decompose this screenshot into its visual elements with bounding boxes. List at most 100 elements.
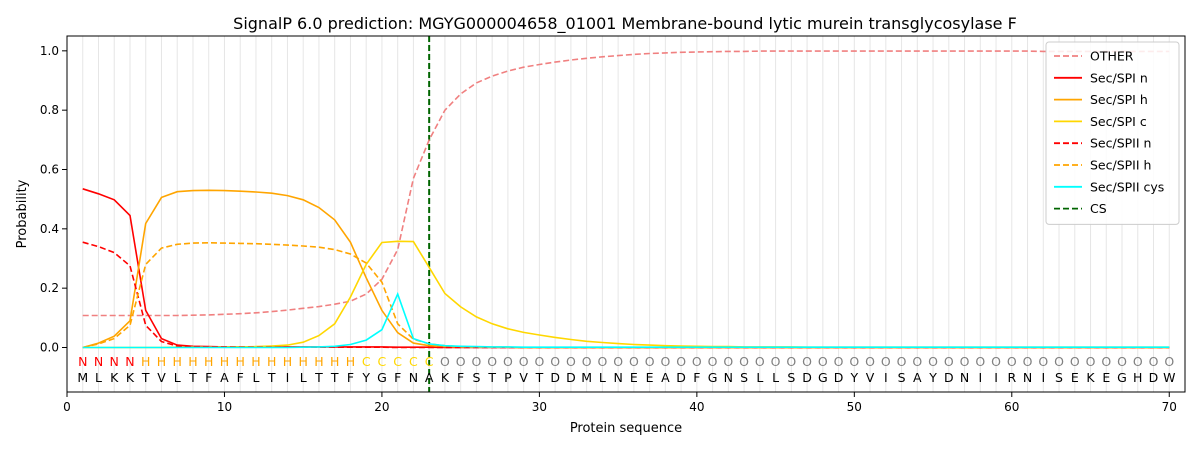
- legend-box: [1045, 41, 1180, 225]
- legend-entry: Sec/SPII n: [1090, 136, 1151, 151]
- region-label: O: [912, 354, 922, 369]
- region-label: O: [1038, 354, 1048, 369]
- residue-letter: I: [978, 370, 982, 385]
- region-label: H: [251, 354, 260, 369]
- y-tick-label: 0.2: [40, 281, 59, 295]
- residue-letter: D: [802, 370, 812, 385]
- region-label: O: [519, 354, 529, 369]
- series-line-sec-spii-n: [82, 241, 1170, 349]
- region-label: O: [928, 354, 938, 369]
- series-line-sec-spii-h: [82, 241, 1170, 349]
- residue-letter: P: [504, 370, 512, 385]
- y-tick-label: 0.8: [40, 103, 59, 117]
- legend-entry: Sec/SPII cys: [1090, 179, 1164, 194]
- region-label: C: [393, 354, 402, 369]
- region-label: H: [188, 354, 197, 369]
- residue-letter: K: [126, 370, 135, 385]
- x-tick-label: 40: [689, 400, 704, 414]
- region-label: O: [660, 354, 670, 369]
- residue-letter: D: [550, 370, 560, 385]
- region-label: O: [613, 354, 623, 369]
- region-label: O: [786, 354, 796, 369]
- region-label: H: [283, 354, 292, 369]
- region-label: O: [503, 354, 513, 369]
- region-label: O: [771, 354, 781, 369]
- residue-letter: T: [188, 370, 197, 385]
- residue-letter: A: [220, 370, 229, 385]
- residue-letter: V: [519, 370, 528, 385]
- residue-letter: F: [394, 370, 401, 385]
- series-line-sec-spi-n: [82, 188, 1170, 349]
- residue-letter: T: [330, 370, 339, 385]
- x-tick-label: 50: [847, 400, 862, 414]
- region-label: H: [330, 354, 339, 369]
- region-label: O: [550, 354, 560, 369]
- residue-letter: F: [347, 370, 354, 385]
- region-label: H: [220, 354, 229, 369]
- region-label: H: [314, 354, 323, 369]
- residue-letter: D: [566, 370, 576, 385]
- sequence-layer: NMNLNKNKHTHVHLHTHFHAHFHLHTHIHLHTHTHFCYCG…: [77, 354, 1175, 385]
- region-label: N: [110, 354, 119, 369]
- x-tick-label: 70: [1162, 400, 1177, 414]
- region-label: O: [944, 354, 954, 369]
- residue-letter: I: [286, 370, 290, 385]
- plot-frame: [66, 35, 1186, 393]
- legend-entry: Sec/SPII h: [1090, 158, 1151, 173]
- region-label: C: [425, 354, 434, 369]
- residue-letter: L: [300, 370, 307, 385]
- region-label: O: [881, 354, 891, 369]
- region-label: O: [440, 354, 450, 369]
- residue-letter: D: [1149, 370, 1159, 385]
- residue-letter: G: [708, 370, 718, 385]
- region-label: O: [1164, 354, 1174, 369]
- region-label: O: [566, 354, 576, 369]
- residue-letter: I: [994, 370, 998, 385]
- region-label: O: [739, 354, 749, 369]
- x-tick-label: 60: [1004, 400, 1019, 414]
- residue-letter: T: [267, 370, 276, 385]
- residue-letter: W: [1163, 370, 1175, 385]
- residue-letter: L: [252, 370, 259, 385]
- region-label: O: [676, 354, 686, 369]
- residue-letter: N: [1023, 370, 1032, 385]
- region-label: O: [1086, 354, 1096, 369]
- region-label: O: [991, 354, 1001, 369]
- y-tick-label: 1.0: [40, 44, 59, 58]
- residue-letter: G: [1117, 370, 1127, 385]
- chart-title: SignalP 6.0 prediction: MGYG000004658_01…: [233, 14, 1017, 34]
- residue-letter: G: [818, 370, 828, 385]
- residue-letter: Y: [928, 370, 937, 385]
- series-line-sec-spi-c: [82, 240, 1170, 349]
- region-label: O: [471, 354, 481, 369]
- residue-letter: Y: [850, 370, 859, 385]
- region-label: O: [1117, 354, 1127, 369]
- region-label: O: [629, 354, 639, 369]
- residue-letter: E: [630, 370, 638, 385]
- residue-letter: D: [834, 370, 844, 385]
- residue-letter: T: [487, 370, 496, 385]
- residue-letter: F: [205, 370, 212, 385]
- residue-letter: V: [157, 370, 166, 385]
- region-label: H: [236, 354, 245, 369]
- region-label: H: [346, 354, 355, 369]
- region-label: O: [849, 354, 859, 369]
- region-label: O: [723, 354, 733, 369]
- region-label: N: [125, 354, 134, 369]
- residue-letter: L: [95, 370, 102, 385]
- residue-letter: K: [1086, 370, 1095, 385]
- residue-letter: E: [1102, 370, 1110, 385]
- region-label: H: [298, 354, 307, 369]
- residue-letter: T: [314, 370, 323, 385]
- grid: [82, 36, 1170, 392]
- region-label: O: [897, 354, 907, 369]
- x-axis-label: Protein sequence: [570, 421, 682, 436]
- residue-letter: R: [1007, 370, 1016, 385]
- series-line-sec-spi-h: [82, 189, 1170, 349]
- x-tick-label: 30: [532, 400, 547, 414]
- y-axis-label: Probability: [15, 179, 30, 248]
- region-label: O: [975, 354, 985, 369]
- region-label: O: [1007, 354, 1017, 369]
- region-label: O: [582, 354, 592, 369]
- legend-entry: CS: [1090, 201, 1107, 216]
